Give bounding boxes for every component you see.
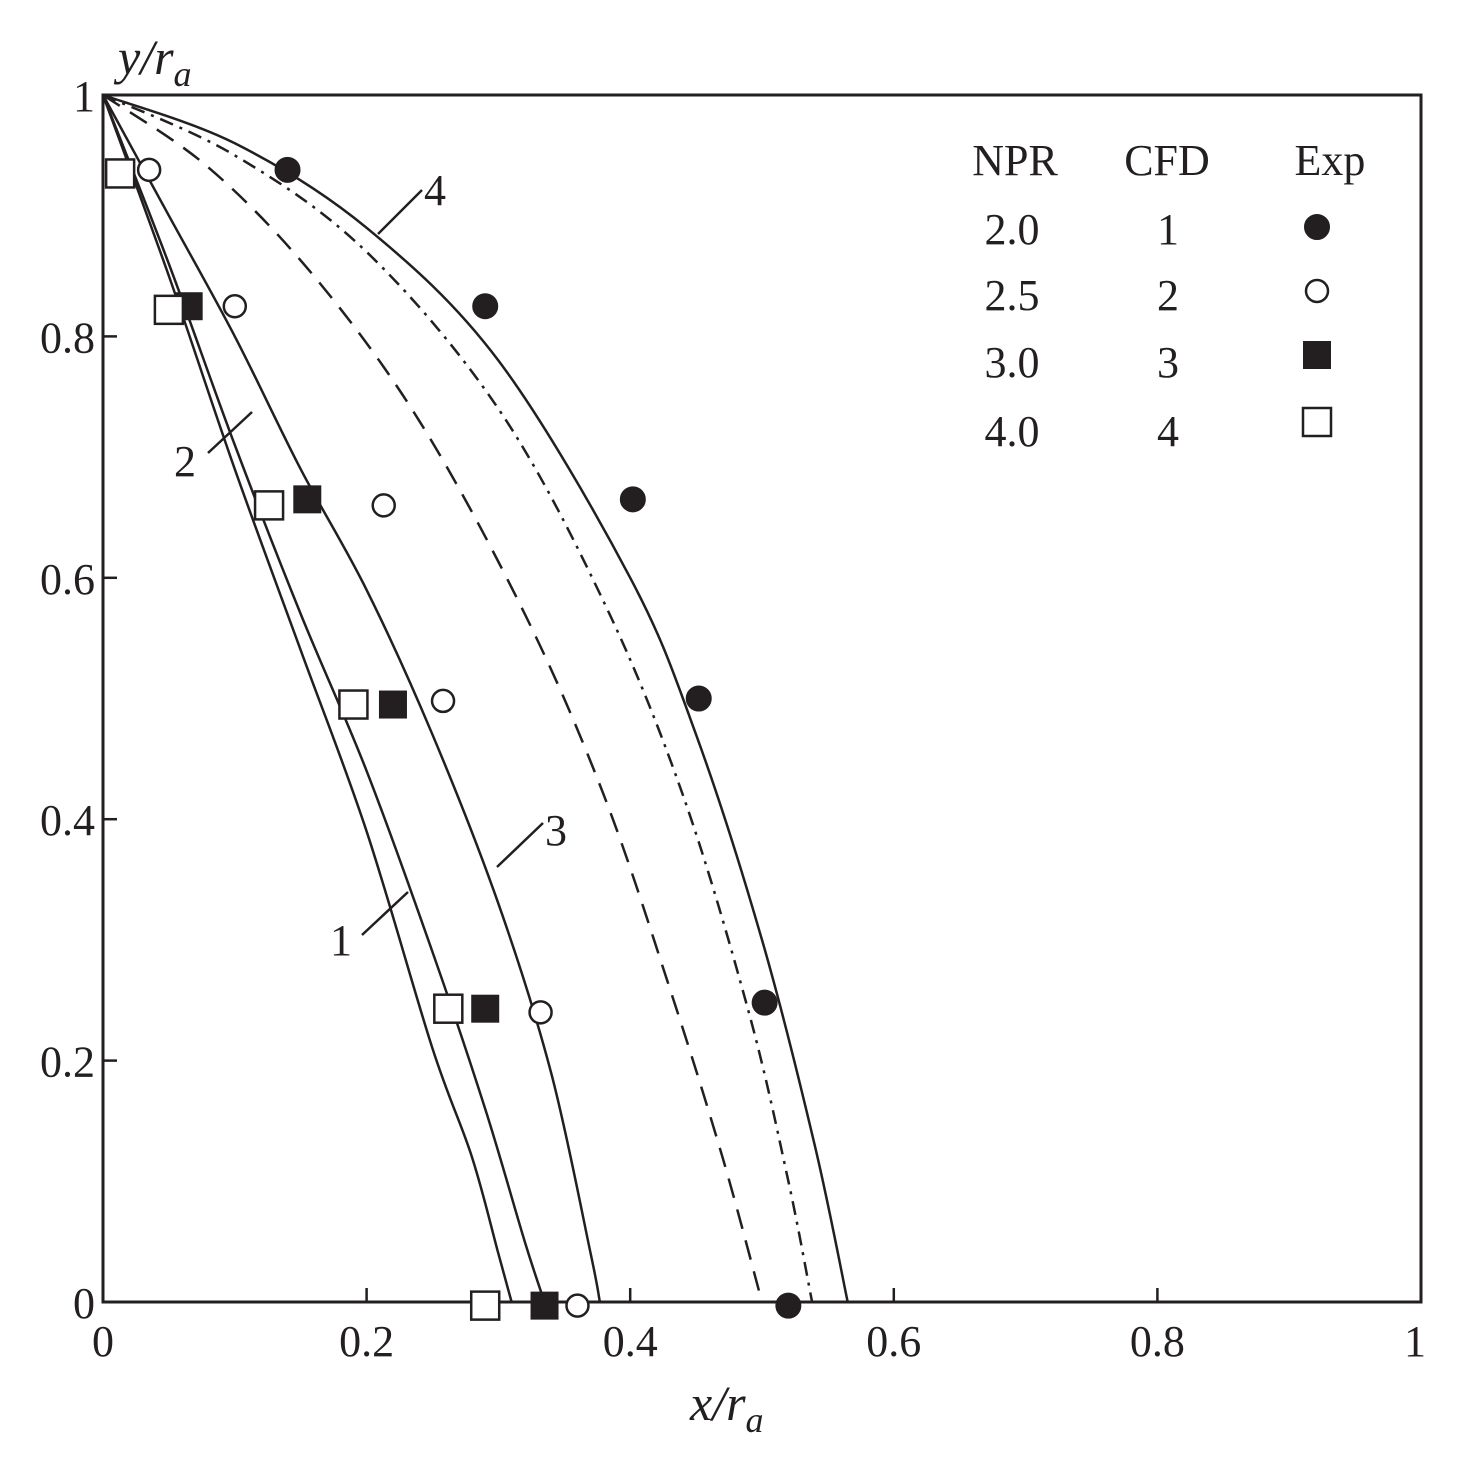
- exp-point-npr-2-5: [565, 1293, 590, 1318]
- legend: NPR CFD Exp 2.0 1 2.5 2 3.0 3 4.0 4: [972, 136, 1365, 456]
- exp-point-npr-3-0: [293, 485, 322, 514]
- curve-label-2-group: 2: [174, 411, 253, 486]
- exp-point-npr-2-5: [136, 157, 162, 183]
- x-tick-label: 0.4: [603, 1317, 658, 1366]
- exp-point-npr-2-0: [274, 156, 301, 183]
- legend-cfd-1: 1: [1157, 205, 1179, 254]
- exp-point-npr-4-0: [253, 490, 285, 521]
- legend-marker-filled-square: [1303, 341, 1331, 369]
- exp-point-npr-4-0: [338, 689, 369, 720]
- exp-point-npr-2-5: [222, 293, 248, 319]
- plot-frame: [101, 93, 1423, 1304]
- x-tick-label: 0.8: [1130, 1317, 1185, 1366]
- curve-label-1: 1: [330, 916, 352, 965]
- x-axis-title: x/ra: [689, 1375, 764, 1440]
- y-tick-label: 0.2: [40, 1038, 95, 1087]
- legend-npr-2-0: 2.0: [985, 205, 1040, 254]
- exp-point-npr-2-0: [775, 1292, 802, 1319]
- y-tick-label: 0.4: [40, 796, 95, 845]
- legend-header-cfd: CFD: [1124, 136, 1210, 185]
- exp-point-npr-4-0: [469, 1290, 501, 1321]
- y-tick-label: 1: [73, 72, 95, 121]
- curve-label-4: 4: [424, 166, 446, 215]
- x-tick-label: 0: [92, 1317, 114, 1366]
- x-tick-label: 0.6: [866, 1317, 921, 1366]
- curve-label-1-group: 1: [330, 891, 409, 965]
- cfd-curve-dashed: [102, 93, 764, 1303]
- exp-point-npr-2-5: [528, 1000, 553, 1025]
- exp-point-npr-2-0: [619, 486, 646, 513]
- y-tick-label: 0.6: [40, 555, 95, 604]
- curve-label-2: 2: [174, 437, 196, 486]
- exp-point-npr-2-5: [371, 493, 396, 518]
- curve-label-3: 3: [545, 806, 567, 855]
- x-tick-label: 0.2: [339, 1317, 394, 1366]
- y-axis-title: y/ra: [113, 29, 192, 94]
- exp-point-npr-2-0: [472, 293, 499, 320]
- x-tick-label: 1: [1404, 1317, 1426, 1366]
- experimental-points: [104, 156, 802, 1321]
- y-tick-label: 0.8: [40, 313, 95, 362]
- legend-npr-3-0: 3.0: [985, 338, 1040, 387]
- exp-point-npr-4-0: [104, 158, 136, 189]
- curve-label-3-group: 3: [496, 806, 567, 868]
- exp-point-npr-2-0: [685, 685, 712, 712]
- curve-label-4-group: 4: [377, 166, 446, 235]
- legend-header-exp: Exp: [1295, 136, 1366, 185]
- legend-npr-2-5: 2.5: [985, 271, 1040, 320]
- legend-cfd-3: 3: [1157, 338, 1179, 387]
- legend-cfd-4: 4: [1157, 407, 1179, 456]
- legend-cfd-2: 2: [1157, 271, 1179, 320]
- legend-header-npr: NPR: [972, 136, 1058, 185]
- exp-point-npr-2-0: [751, 989, 778, 1016]
- axis-ticks: 0 0.2 0.4 0.6 0.8 1 0 0.2 0.4 0.6 0.8 1: [40, 72, 1426, 1366]
- legend-npr-4-0: 4.0: [985, 407, 1040, 456]
- exp-point-npr-4-0: [433, 993, 464, 1024]
- cfd-curve-4: [102, 93, 849, 1303]
- exp-point-npr-4-0: [153, 294, 185, 326]
- exp-point-npr-3-0: [471, 994, 500, 1023]
- legend-marker-open-circle: [1304, 278, 1330, 304]
- exp-point-npr-3-0: [378, 690, 407, 719]
- exp-point-npr-2-5: [430, 688, 456, 714]
- legend-marker-open-square: [1301, 406, 1333, 438]
- exp-point-npr-3-0: [530, 1291, 559, 1320]
- cfd-curve-3: [101, 94, 602, 1303]
- y-tick-label: 0: [73, 1279, 95, 1328]
- legend-marker-filled-circle: [1304, 214, 1330, 240]
- cfd-curve-dash-dot: [102, 93, 814, 1303]
- cfd-curves: [101, 93, 849, 1303]
